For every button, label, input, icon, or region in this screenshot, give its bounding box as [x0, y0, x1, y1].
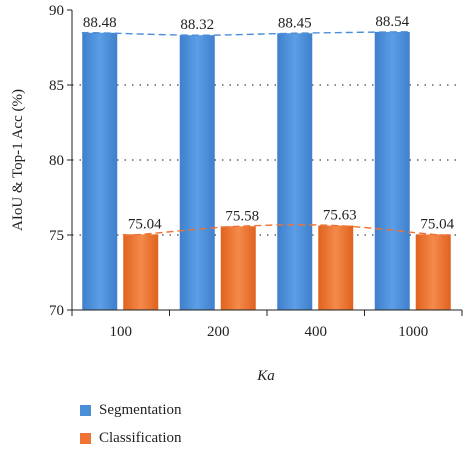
bar-classification-400 — [318, 225, 354, 310]
data-label-segmentation-400: 88.45 — [278, 15, 312, 31]
legend-item-segmentation: Segmentation — [80, 396, 182, 424]
bars — [82, 31, 451, 311]
data-label-segmentation-100: 88.48 — [83, 15, 117, 31]
data-label-classification-400: 75.63 — [323, 208, 357, 224]
x-tick-label-1000: 1000 — [398, 324, 428, 340]
gridlines — [72, 84, 462, 236]
x-tick-label-200: 200 — [207, 324, 230, 340]
legend-swatch-segmentation — [80, 404, 91, 416]
bar-classification-200 — [220, 226, 256, 310]
legend-item-classification: Classification — [80, 424, 182, 452]
legend: Segmentation Classification — [80, 396, 182, 452]
x-tick-label-100: 100 — [110, 324, 133, 340]
trendline-classification — [122, 224, 452, 236]
y-tick-label-90: 90 — [49, 3, 64, 19]
data-label-segmentation-1000: 88.54 — [375, 14, 409, 30]
y-tick-label-85: 85 — [49, 78, 64, 94]
bar-segmentation-100 — [82, 32, 118, 311]
x-tick-label-400: 400 — [305, 324, 328, 340]
x-axis-title: Ka — [256, 368, 275, 384]
y-axis-title: AIoU & Top-1 Acc (%) — [10, 89, 26, 231]
data-label-classification-100: 75.04 — [128, 216, 162, 232]
data-labels: 88.48 88.32 88.45 88.54 75.04 75.58 75.63 75.04 — [83, 14, 455, 232]
y-tick-label-80: 80 — [49, 153, 64, 169]
bar-segmentation-200 — [179, 35, 215, 310]
trendline-segmentation — [81, 31, 411, 36]
data-label-segmentation-200: 88.32 — [180, 17, 214, 33]
axes: 70 75 80 85 90 100 200 400 1000 — [49, 3, 463, 340]
legend-label-classification: Classification — [99, 429, 182, 446]
bar-segmentation-1000 — [374, 31, 410, 311]
legend-swatch-classification — [80, 432, 91, 444]
legend-label-segmentation: Segmentation — [99, 401, 182, 418]
bar-classification-100 — [123, 234, 159, 310]
data-label-classification-200: 75.58 — [225, 208, 259, 224]
trendlines — [81, 31, 452, 236]
bar-segmentation-400 — [277, 33, 313, 310]
bar-classification-1000 — [415, 234, 451, 310]
data-label-classification-1000: 75.04 — [420, 216, 454, 232]
y-tick-label-70: 70 — [49, 303, 64, 319]
y-tick-label-75: 75 — [49, 228, 64, 244]
